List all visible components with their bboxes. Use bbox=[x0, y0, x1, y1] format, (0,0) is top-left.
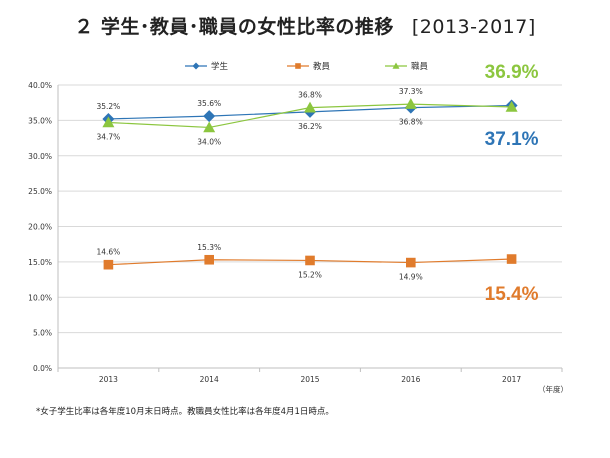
y-tick-label: 15.0% bbox=[28, 258, 52, 267]
final-value-gakusei: 37.1% bbox=[485, 129, 539, 150]
y-tick-label: 5.0% bbox=[33, 329, 52, 338]
y-tick-label: 25.0% bbox=[28, 187, 52, 196]
footnote: *女子学生比率は各年度10月末日時点。教職員女性比率は各年度4月1日時点。 bbox=[36, 407, 334, 417]
legend-marker-kyouin bbox=[295, 63, 301, 69]
chart-title: ２ 学生･教員･職員の女性比率の推移 [2013-2017] bbox=[0, 12, 610, 39]
data-label-gakusei: 35.6% bbox=[197, 99, 221, 108]
legend-marker-shokuin bbox=[392, 62, 400, 69]
data-point-kyouin bbox=[204, 254, 214, 265]
y-tick-label: 10.0% bbox=[28, 293, 52, 302]
final-value-shokuin: 36.9% bbox=[485, 62, 539, 83]
axes: 0.0% 5.0% 10.0% 15.0% 20.0% 25.0% 30.0% 35.0% 40… bbox=[28, 81, 568, 394]
y-tick-label: 20.0% bbox=[28, 223, 52, 232]
final-value-kyouin: 15.4% bbox=[485, 284, 539, 305]
x-tick-label: 2015 bbox=[300, 375, 319, 384]
series bbox=[102, 98, 518, 270]
data-label-kyouin: 15.2% bbox=[298, 270, 322, 279]
title-years: [2013-2017] bbox=[411, 16, 536, 38]
data-point-kyouin bbox=[103, 259, 114, 270]
title-text: ２ 学生･教員･職員の女性比率の推移 bbox=[74, 16, 394, 38]
data-labels: 35.2% 35.6% 36.2% 36.8% 14.6% 15.3% 15.2% 14.9%… bbox=[96, 62, 538, 305]
data-label-kyouin: 15.3% bbox=[197, 243, 221, 252]
data-label-kyouin: 14.6% bbox=[96, 248, 120, 257]
data-label-gakusei: 35.2% bbox=[96, 102, 120, 111]
x-tick-label: 2013 bbox=[99, 375, 118, 384]
legend-marker-gakusei bbox=[192, 62, 200, 70]
x-tick-label: 2017 bbox=[502, 375, 521, 384]
data-point-kyouin bbox=[506, 254, 517, 264]
data-label-kyouin: 14.9% bbox=[399, 273, 423, 282]
data-point-kyouin bbox=[406, 257, 416, 268]
data-point-shokuin bbox=[102, 116, 115, 128]
x-tick-label: 2014 bbox=[200, 375, 219, 384]
data-label-shokuin: 34.0% bbox=[197, 137, 221, 146]
y-tick-label: 0.0% bbox=[33, 364, 52, 373]
data-point-gakusei bbox=[203, 110, 216, 123]
data-point-shokuin bbox=[304, 101, 316, 113]
grid bbox=[58, 84, 562, 334]
data-label-gakusei: 36.2% bbox=[298, 122, 322, 131]
data-point-kyouin bbox=[305, 255, 315, 266]
data-point-shokuin bbox=[404, 98, 417, 109]
legend: 学生 教員 職員 bbox=[185, 61, 429, 72]
x-unit-label: （年度） bbox=[538, 384, 568, 394]
legend-label-shokuin: 職員 bbox=[411, 62, 429, 72]
y-tick-label: 40.0% bbox=[28, 81, 52, 90]
x-tick-label: 2016 bbox=[401, 375, 420, 384]
data-point-shokuin bbox=[505, 100, 518, 112]
data-label-gakusei: 36.8% bbox=[399, 118, 423, 127]
data-label-shokuin: 34.7% bbox=[96, 132, 120, 141]
legend-label-gakusei: 学生 bbox=[211, 61, 229, 72]
legend-label-kyouin: 教員 bbox=[313, 61, 331, 72]
data-point-shokuin bbox=[203, 121, 216, 133]
data-label-shokuin: 37.3% bbox=[399, 87, 423, 96]
y-tick-label: 30.0% bbox=[28, 152, 52, 161]
data-label-shokuin: 36.8% bbox=[298, 91, 322, 100]
y-tick-label: 35.0% bbox=[28, 116, 52, 125]
